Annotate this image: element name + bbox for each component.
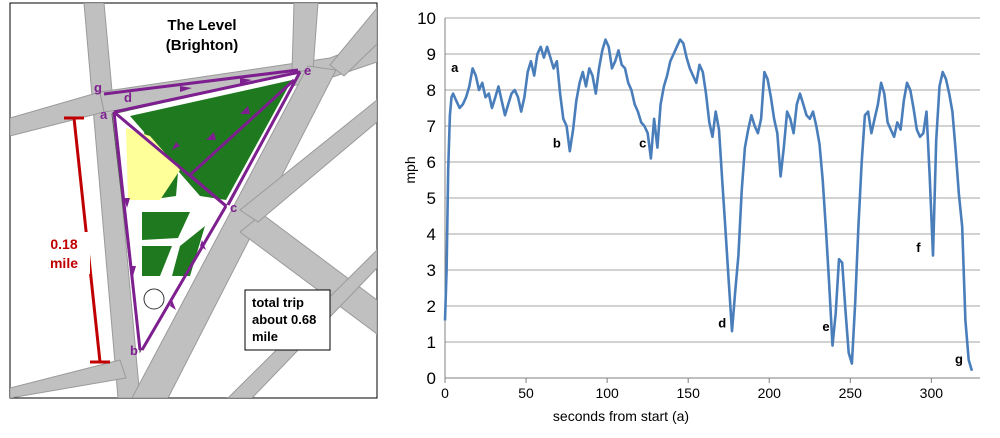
waypoint-g-label: g [94,80,102,95]
road-middle-diagonal [239,99,377,223]
annotation-c: c [639,136,646,151]
route-path [103,68,302,351]
route-leg-e-to-c-inner [187,78,296,208]
route-leg-a-to-e [113,70,301,114]
route-leg-e-to-c [226,71,302,206]
park-green-lower-1 [142,212,190,240]
y-axis-label: mph [402,156,418,183]
arrow-icon [170,300,176,310]
distance-value: 0.18 [50,236,77,252]
y-tick-label: 4 [427,225,436,244]
y-tick-label: 5 [427,189,436,208]
y-tick-label: 10 [417,9,436,28]
annotation-a: a [451,60,459,75]
distance-unit: mile [50,255,78,271]
waypoint-b-label: b [130,343,138,358]
route-leg-a-to-b [112,111,142,351]
route-leg-g-to-e [103,68,299,96]
trip-line-2: about 0.68 [252,312,316,327]
trip-line-1: total trip [252,295,304,310]
map-title: The Level [167,17,236,34]
waypoint-c-label: c [230,200,237,215]
annotation-f: f [916,240,921,255]
y-tick-label: 1 [427,333,436,352]
arrow-icon [240,78,252,84]
series-group [443,38,974,372]
pond-circle [143,288,165,310]
trip-box [244,289,331,351]
road-bottom-left [10,359,127,398]
annotation-d: d [718,316,726,331]
annotation-b: b [553,136,561,151]
y-tick-label: 9 [427,45,436,64]
y-tick-label: 0 [427,369,436,388]
park-yellow-area [126,128,180,200]
arrow-icon [200,240,206,250]
park-green-lower-3 [172,226,205,276]
waypoint-a-label: a [100,107,108,122]
x-tick-label: 200 [758,385,782,401]
annotation-e: e [822,319,829,334]
road-right-upper [329,7,377,77]
x-tick-label: 0 [441,385,449,401]
map-panel: g d a e c b 0.18 mile The Level (Brighto… [9,2,378,399]
x-tick-label: 50 [518,385,534,401]
y-tick-label: 6 [427,153,436,172]
y-tick-label: 2 [427,297,436,316]
x-tick-label: 300 [920,385,944,401]
y-tick-labels: 0 1 2 3 4 5 6 7 8 9 10 [417,9,436,388]
x-tick-label: 100 [595,385,619,401]
route-leg-c-to-b [140,205,228,351]
road-east-diagonal [131,65,337,398]
park-green-lower-2 [142,246,172,276]
arrow-icon [240,106,250,114]
map-subtitle: (Brighton) [166,37,238,54]
y-tick-label: 3 [427,261,436,280]
arrow-icon [180,86,192,92]
trip-line-3: mile [252,329,278,344]
waypoint-d-label: d [124,90,132,105]
road-north [291,3,319,73]
chart-axes [444,18,980,383]
x-tick-label: 150 [677,385,701,401]
speed-series-line [443,38,974,372]
annotation-labels: a b c d e f g [451,60,963,367]
x-tick-labels: 0 50 100 150 200 250 300 [441,385,943,401]
y-tick-label: 7 [427,117,436,136]
roads [10,3,377,398]
arrow-icon [172,142,180,150]
waypoint-e-label: e [304,63,311,78]
arrow-icon [130,266,136,276]
y-tick-label: 8 [427,81,436,100]
x-axis-label: seconds from start (a) [553,408,689,424]
annotation-g: g [955,352,963,367]
x-tick-label: 250 [839,385,863,401]
arrow-icon [124,198,130,208]
arrow-icon [206,132,216,140]
chart-grid [445,17,980,379]
route-arrows [124,78,252,310]
